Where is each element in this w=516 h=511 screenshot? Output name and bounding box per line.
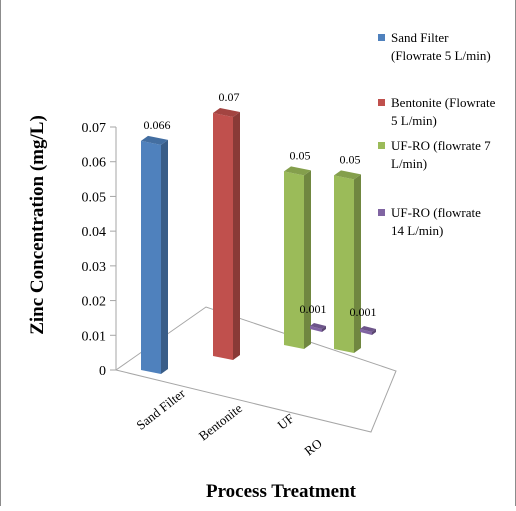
floor-outline: [114, 306, 397, 433]
bar-front: [284, 171, 304, 349]
legend-label: Bentonite (Flowrate: [391, 95, 496, 110]
bar-ro-series-4: [360, 326, 376, 335]
bar-front: [141, 140, 161, 374]
y-tick-label: 0.02: [82, 295, 107, 310]
bar-side: [161, 139, 168, 374]
legend-swatch: [378, 142, 385, 149]
y-tick-label: 0.04: [82, 225, 107, 240]
legend-label: Sand Filter: [391, 30, 449, 45]
bar-top: [360, 326, 376, 332]
y-tick-label: 0: [99, 364, 106, 379]
legend-label: 5 L/min): [391, 113, 437, 128]
bar-front: [310, 326, 322, 332]
y-axis-title: Zinc Concentration (mg/L): [27, 115, 48, 335]
y-tick-label: 0.03: [82, 260, 107, 275]
legend-label: (Flowrate 5 L/min): [391, 48, 491, 63]
data-labels: 0.066 0.07 0.05 0.05 0.001 0.001: [144, 90, 377, 319]
bar-top: [310, 323, 326, 329]
data-label: 0.05: [340, 152, 361, 166]
x-tick-label: Bentonite: [196, 400, 245, 443]
bar-side: [233, 112, 240, 360]
bar-side: [354, 174, 361, 353]
y-axis: 0 0.01 0.02 0.03 0.04 0.05 0.06 0.07: [82, 121, 117, 379]
legend-swatch: [378, 34, 385, 41]
bar-front: [334, 175, 354, 353]
bar-side: [322, 326, 326, 332]
y-tick-label: 0.06: [82, 156, 107, 171]
x-axis-title: Process Treatment: [206, 481, 357, 502]
legend-item: UF-RO (flowrate 14 L/min): [378, 205, 481, 238]
x-tick-label: Sand Filter: [133, 385, 188, 433]
bar-ro-series-3: [334, 170, 361, 353]
bar-side: [372, 329, 376, 335]
bar-side: [304, 170, 311, 349]
legend-label: 14 L/min): [391, 223, 443, 238]
data-label: 0.05: [290, 148, 311, 162]
bar-uf-series-4: [310, 323, 326, 332]
x-tick-label: RO: [301, 436, 324, 459]
bar-front: [213, 113, 233, 360]
legend-swatch: [378, 99, 385, 106]
bar-top: [334, 170, 361, 180]
bar-front: [360, 329, 372, 335]
x-tick-label: UF: [275, 411, 297, 433]
data-label: 0.001: [350, 305, 377, 319]
legend-item: Bentonite (Flowrate 5 L/min): [378, 95, 496, 128]
legend-item: UF-RO (flowrate 7 L/min): [378, 138, 491, 171]
y-tick-label: 0.07: [82, 121, 107, 136]
legend-label: L/min): [391, 156, 427, 171]
bar-top: [213, 108, 240, 117]
chart-floor: [114, 306, 397, 433]
legend: Sand Filter (Flowrate 5 L/min) Bentonite (…: [378, 30, 496, 238]
data-label: 0.066: [144, 118, 171, 132]
y-tick-label: 0.05: [82, 190, 107, 205]
data-label: 0.07: [219, 90, 240, 104]
y-tick-label: 0.01: [82, 329, 107, 344]
data-label: 0.001: [300, 302, 327, 316]
legend-swatch: [378, 209, 385, 216]
bar-uf-series-3: [284, 166, 311, 349]
bar-top: [284, 166, 311, 176]
bar-bentonite-series-2: [213, 108, 240, 360]
legend-label: UF-RO (flowrate: [391, 205, 481, 220]
legend-item: Sand Filter (Flowrate 5 L/min): [378, 30, 491, 63]
bar-sand-filter-series-1: [141, 135, 168, 374]
bars: [141, 108, 376, 374]
legend-label: UF-RO (flowrate 7: [391, 138, 491, 153]
bar-top: [141, 135, 168, 145]
